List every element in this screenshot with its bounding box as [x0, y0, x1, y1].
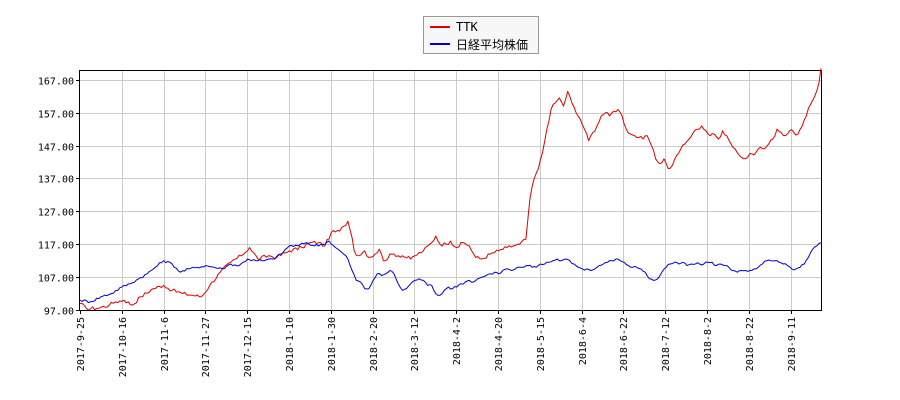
- x-tick-label: 2018-2-20: [369, 317, 380, 371]
- x-tick-label: 2018-5-15: [536, 317, 547, 371]
- legend-item-ttk: TTK: [430, 19, 478, 35]
- x-tick-label: 2018-4-20: [494, 317, 505, 371]
- x-tick-label: 2018-6-22: [619, 317, 630, 371]
- series-line-ttk: [79, 68, 822, 311]
- plot-frame: [79, 70, 822, 311]
- y-tick-label: 97.00: [44, 307, 74, 318]
- x-tick-label: 2018-1-10: [285, 317, 296, 371]
- legend-label-ttk: TTK: [456, 20, 478, 34]
- x-tick-label: 2017-9-25: [76, 317, 87, 371]
- x-tick-label: 2017-11-6: [160, 317, 171, 371]
- x-tick-label: 2017-12-15: [243, 317, 254, 377]
- y-tick-label: 107.00: [38, 274, 74, 285]
- x-tick-label: 2018-8-2: [703, 317, 714, 365]
- y-tick-label: 167.00: [38, 77, 74, 88]
- y-tick-label: 127.00: [38, 208, 74, 219]
- grid-lines: [80, 70, 821, 311]
- x-tick-label: 2017-10-16: [118, 317, 129, 377]
- legend-item-nikkei: 日経平均株価: [430, 36, 528, 52]
- x-tick-label: 2018-4-2: [452, 317, 463, 365]
- x-tick-label: 2018-3-12: [410, 317, 421, 371]
- x-tick-label: 2018-6-4: [578, 317, 589, 365]
- y-tick-label: 117.00: [38, 241, 74, 252]
- legend: TTK 日経平均株価: [423, 16, 539, 54]
- x-tick-label: 2018-8-22: [745, 317, 756, 371]
- x-tick-label: 2018-9-11: [787, 317, 798, 371]
- y-tick-label: 157.00: [38, 110, 74, 121]
- y-tick-label: 137.00: [38, 175, 74, 186]
- legend-swatch-nikkei: [430, 43, 450, 45]
- legend-swatch-ttk: [430, 26, 450, 28]
- x-axis-ticks: 2017-9-25 2017-10-16 2017-11-6 2017-11-27 20…: [76, 310, 798, 377]
- series-line-nikkei: [79, 240, 822, 304]
- x-tick-label: 2018-1-30: [327, 317, 338, 371]
- x-tick-label: 2017-11-27: [201, 317, 212, 377]
- y-tick-label: 147.00: [38, 143, 74, 154]
- series-lines: [79, 68, 822, 311]
- y-axis-ticks: 97.00 107.00 117.00 127.00 137.00 147.00 157.0…: [38, 77, 80, 318]
- x-tick-label: 2018-7-12: [661, 317, 672, 371]
- legend-label-nikkei: 日経平均株価: [456, 37, 529, 52]
